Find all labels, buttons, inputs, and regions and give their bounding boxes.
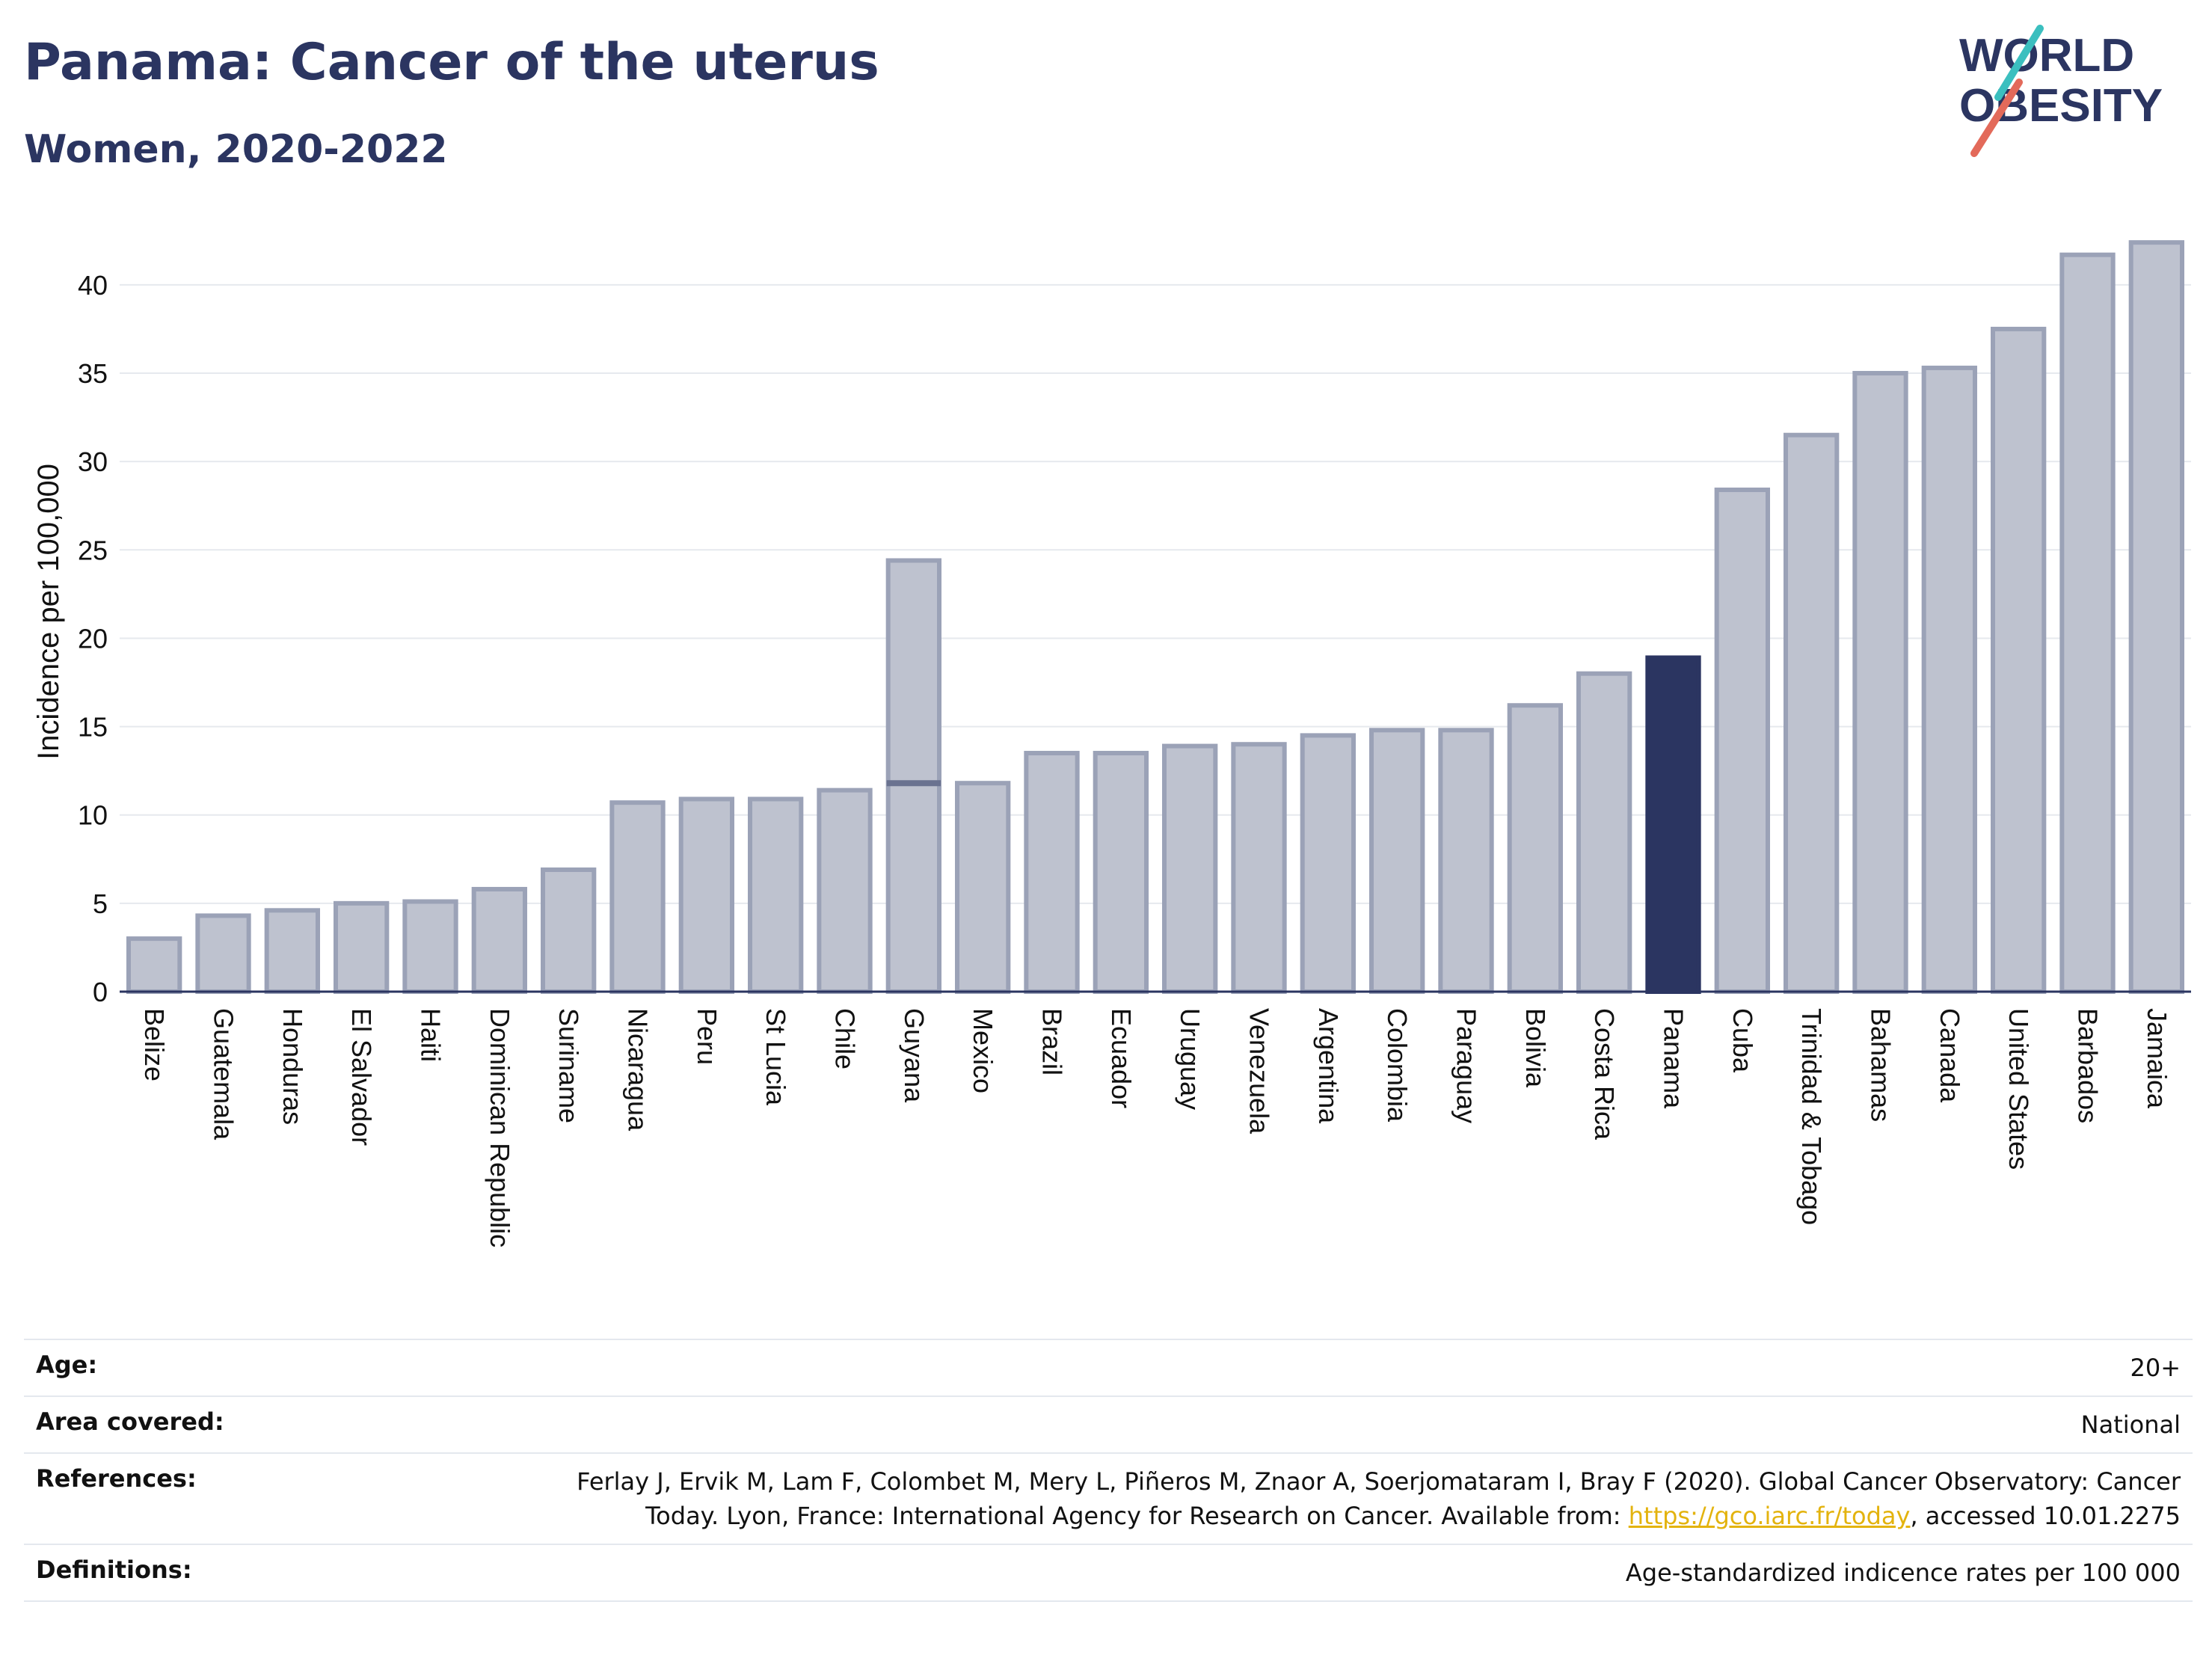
bar-barbados — [2059, 252, 2116, 994]
bar-united-states — [1991, 326, 2047, 994]
x-tick-label: Bolivia — [1520, 1008, 1551, 1088]
x-tick-label: Ecuador — [1106, 1008, 1137, 1108]
references-value: Ferlay J, Ervik M, Lam F, Colombet M, Me… — [577, 1464, 2181, 1533]
bar-belize — [126, 936, 182, 994]
bar-guyana — [885, 558, 941, 994]
x-tick-label: Peru — [692, 1008, 722, 1065]
references-link[interactable]: https://gco.iarc.fr/today — [1628, 1502, 1911, 1530]
x-tick-label: Chile — [830, 1008, 861, 1069]
logo-coral-slash — [1970, 79, 2023, 157]
bar-nicaragua — [609, 800, 666, 994]
bar-chile — [817, 787, 873, 994]
x-tick-label: Guatemala — [209, 1008, 239, 1140]
x-tick-label: Paraguay — [1451, 1008, 1482, 1123]
references-line2-suffix: , accessed 10.01.2275 — [1910, 1502, 2181, 1530]
bar-dominican-republic — [471, 886, 527, 994]
references-line1: Ferlay J, Ervik M, Lam F, Colombet M, Me… — [577, 1467, 2181, 1496]
bar-ecuador — [1093, 751, 1149, 994]
bar-suriname — [541, 867, 597, 995]
meta-row-area: Area covered: National — [24, 1395, 2193, 1452]
metadata-table: Age: 20+ Area covered: National Referenc… — [24, 1339, 2193, 1602]
y-tick-label: 5 — [93, 888, 108, 919]
meta-row-references: References: Ferlay J, Ervik M, Lam F, Co… — [24, 1452, 2193, 1544]
bar-argentina — [1300, 733, 1356, 994]
bar-uruguay — [1162, 743, 1218, 994]
y-tick-label: 35 — [78, 358, 108, 389]
x-tick-label: Brazil — [1037, 1008, 1068, 1075]
area-label: Area covered: — [36, 1407, 224, 1436]
x-tick-label: Suriname — [553, 1008, 584, 1123]
chart-subtitle: Women, 2020-2022 — [24, 127, 448, 172]
logo-teal-slash — [1994, 25, 2044, 101]
bar-cuba — [1714, 487, 1770, 994]
x-tick-label: United States — [2003, 1008, 2034, 1170]
x-tick-label: Jamaica — [2142, 1008, 2172, 1109]
x-tick-label: Canada — [1935, 1008, 1965, 1103]
x-axis-labels: Belize Guatemala Honduras El Salvador Haiti D… — [139, 1008, 2172, 1247]
bar-guatemala — [195, 913, 251, 995]
bar-bahamas — [1852, 371, 1908, 994]
x-tick-label: Cuba — [1727, 1008, 1758, 1073]
bar-el-salvador — [334, 900, 390, 995]
meta-row-definitions: Definitions: Age-standardized indicence … — [24, 1544, 2193, 1602]
y-axis-ticks: 0 5 10 15 20 25 30 35 40 — [78, 270, 108, 1007]
x-tick-label: Panama — [1659, 1008, 1689, 1109]
bar-colombia — [1369, 728, 1425, 995]
bar-brazil — [1024, 751, 1080, 994]
y-tick-label: 30 — [78, 446, 108, 477]
bar-peru — [678, 796, 734, 994]
meta-row-age: Age: 20+ — [24, 1339, 2193, 1395]
x-tick-label: Colombia — [1382, 1008, 1413, 1123]
x-tick-label: Uruguay — [1175, 1008, 1205, 1110]
bars — [126, 240, 2184, 995]
definitions-value: Age-standardized indicence rates per 100… — [1625, 1559, 2181, 1587]
x-tick-label: Venezuela — [1244, 1008, 1275, 1134]
bar-st-lucia — [748, 796, 804, 994]
references-line2-prefix: Today. Lyon, France: International Agenc… — [645, 1502, 1629, 1530]
x-tick-label: Costa Rica — [1589, 1008, 1620, 1140]
bar-honduras — [264, 908, 320, 995]
y-tick-label: 0 — [93, 977, 108, 1007]
bar-paraguay — [1438, 728, 1494, 995]
bar-mexico — [955, 781, 1011, 994]
age-value: 20+ — [2130, 1354, 2181, 1382]
bar-bolivia — [1507, 703, 1563, 994]
x-tick-label: Argentina — [1313, 1008, 1344, 1124]
x-tick-label: Mexico — [968, 1008, 998, 1093]
x-tick-label: El Salvador — [346, 1008, 377, 1146]
world-obesity-logo: WORLD OBESITY — [1959, 25, 2163, 157]
bar-chart: 0 5 10 15 20 25 30 35 40 Belize Guatemala Honduras… — [32, 240, 2191, 1247]
age-label: Age: — [36, 1351, 98, 1379]
chart-title: Panama: Cancer of the uterus — [24, 33, 879, 92]
x-tick-label: St Lucia — [761, 1008, 791, 1106]
x-tick-label: Trinidad & Tobago — [1796, 1008, 1827, 1225]
x-tick-label: Barbados — [2073, 1008, 2104, 1123]
x-tick-label: Bahamas — [1866, 1008, 1896, 1122]
x-tick-label: Belize — [139, 1008, 170, 1081]
x-tick-label: Dominican Republic — [485, 1008, 515, 1247]
bar-panama — [1645, 655, 1701, 994]
x-tick-label: Honduras — [277, 1008, 308, 1125]
x-tick-label: Haiti — [416, 1008, 446, 1062]
y-tick-label: 40 — [78, 270, 108, 301]
bar-costa-rica — [1576, 671, 1632, 995]
x-tick-label: Nicaragua — [623, 1008, 654, 1132]
y-tick-label: 25 — [78, 535, 108, 565]
logo-word-world: WORLD — [1959, 30, 2134, 82]
y-tick-label: 10 — [78, 800, 108, 831]
bar-trinidad-tobago — [1784, 432, 1840, 994]
y-axis-label: Incidence per 100,000 — [32, 464, 65, 760]
references-label: References: — [36, 1464, 197, 1493]
definitions-label: Definitions: — [36, 1556, 192, 1584]
bar-jamaica — [2128, 240, 2184, 994]
bar-canada — [1921, 365, 1977, 995]
y-tick-label: 20 — [78, 623, 108, 654]
bar-venezuela — [1231, 742, 1287, 994]
y-tick-label: 15 — [78, 712, 108, 743]
area-value: National — [2080, 1410, 2181, 1439]
bar-haiti — [402, 899, 458, 995]
x-tick-label: Guyana — [899, 1008, 930, 1103]
